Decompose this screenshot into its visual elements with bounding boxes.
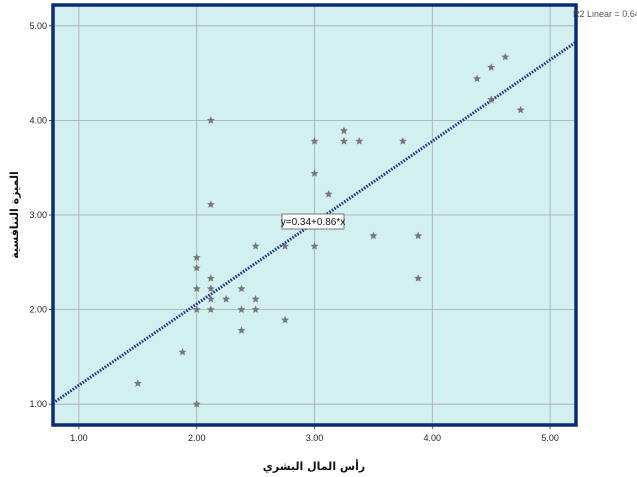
data-point	[206, 294, 215, 303]
data-point	[133, 379, 142, 387]
data-point	[178, 347, 187, 356]
data-point	[237, 326, 246, 334]
x-tick-label: 5.00	[541, 433, 559, 443]
data-point	[192, 305, 201, 313]
y-tick-label: 5.00	[29, 21, 47, 31]
data-point	[369, 231, 378, 240]
plot-frame	[51, 3, 578, 427]
data-point	[398, 137, 407, 145]
y-tick-label: 2.00	[29, 305, 47, 315]
data-point	[206, 116, 215, 124]
x-tick-label: 2.00	[188, 433, 206, 443]
data-points	[133, 52, 525, 408]
data-point	[516, 105, 525, 114]
data-point	[473, 74, 482, 83]
data-point	[206, 284, 215, 293]
data-point	[206, 305, 215, 313]
x-axis-title: رأس المال البشري	[263, 459, 365, 473]
data-point	[310, 137, 319, 145]
data-point	[206, 274, 215, 282]
data-point	[487, 95, 496, 103]
data-point	[237, 305, 246, 313]
fit-equation-box: y=0.34+0.86*x	[281, 213, 346, 230]
data-point	[237, 284, 246, 293]
data-point	[310, 169, 319, 177]
data-point	[192, 399, 201, 408]
data-point	[339, 137, 348, 145]
data-point	[414, 274, 423, 282]
data-point	[222, 294, 231, 303]
x-axis-ticks: 1.00 2.00 3.00 4.00 5.00	[70, 425, 559, 443]
y-tick-label: 4.00	[29, 115, 47, 125]
data-point	[355, 137, 364, 145]
data-point	[251, 294, 260, 303]
data-point	[206, 200, 215, 208]
x-tick-label: 4.00	[424, 433, 442, 443]
y-axis-title: الميزة التنافسية	[8, 171, 21, 259]
y-tick-label: 1.00	[29, 399, 47, 409]
data-point	[501, 52, 510, 61]
data-point	[487, 63, 496, 71]
data-point	[414, 231, 423, 240]
r2-label: R2 Linear = 0.644	[573, 9, 637, 19]
data-point	[281, 315, 290, 324]
y-axis-ticks: 1.00 2.00 3.00 4.00 5.00	[29, 21, 53, 409]
data-point	[192, 263, 201, 272]
data-point	[192, 253, 201, 261]
fit-equation-label: y=0.34+0.86*x	[281, 217, 346, 228]
y-tick-label: 3.00	[29, 210, 47, 220]
data-point	[251, 242, 260, 250]
data-point	[310, 242, 319, 250]
x-tick-label: 1.00	[70, 433, 88, 443]
fit-line	[52, 40, 577, 405]
data-point	[281, 242, 290, 250]
x-tick-label: 3.00	[306, 433, 324, 443]
data-point	[192, 284, 201, 293]
data-point	[324, 189, 333, 198]
data-point	[339, 126, 348, 135]
data-point	[251, 305, 260, 313]
